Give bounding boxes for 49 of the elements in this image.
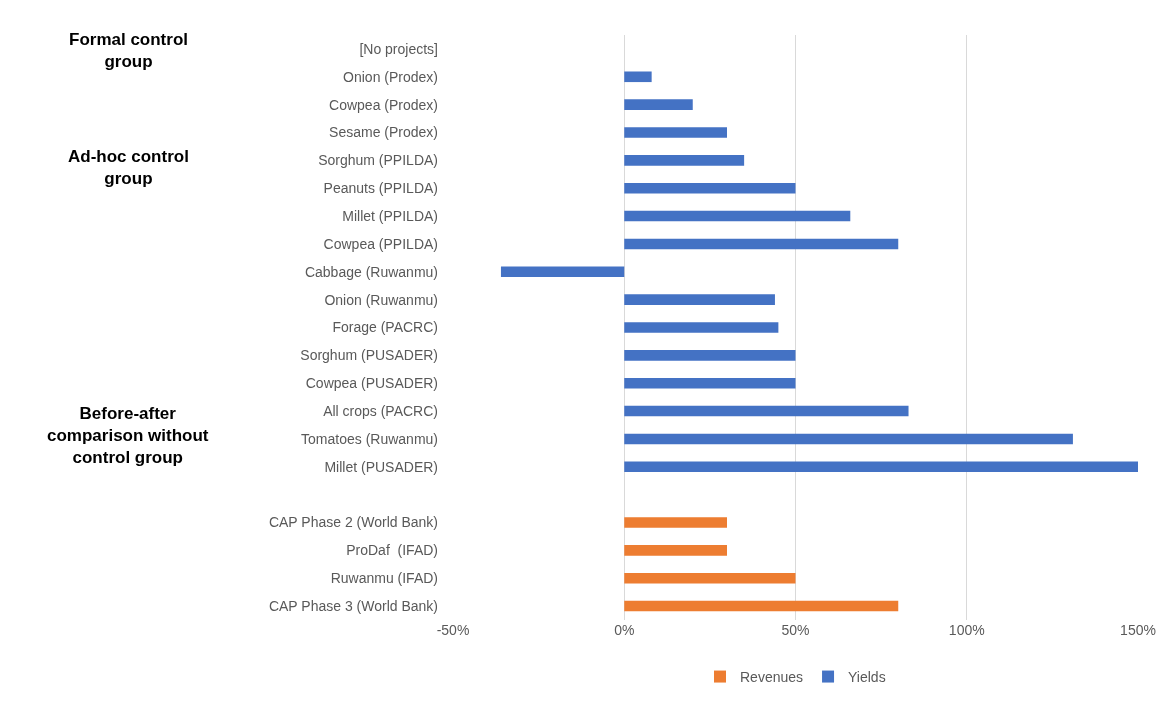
- bar: [624, 127, 727, 138]
- y-tick-label: CAP Phase 3 (World Bank): [268, 597, 438, 614]
- bar: [624, 461, 1138, 473]
- y-tick-label: [No projects]: [359, 40, 438, 57]
- text: Before-after comparison without control group: [47, 404, 209, 468]
- bar: [624, 545, 727, 556]
- y-tick-label: Millet (PUSADER): [324, 458, 438, 475]
- text: Ad-hoc control group: [68, 147, 189, 189]
- x-tick-label: 100%: [948, 622, 985, 638]
- x-tick-label: 0%: [614, 622, 635, 638]
- bar: [624, 350, 796, 361]
- y-tick-label: Sorghum (PUSADER): [300, 347, 438, 364]
- x-tick-label: 150%: [1120, 622, 1156, 638]
- bar: [500, 266, 625, 278]
- y-tick-label: Onion (Prodex): [343, 68, 438, 85]
- y-tick-label: Cowpea (Prodex): [329, 96, 438, 113]
- bar: [624, 600, 899, 612]
- bar: [624, 322, 779, 333]
- y-tick-label: Onion (Ruwanmu): [324, 291, 438, 308]
- y-tick-label: All crops (PACRC): [323, 402, 438, 419]
- text: Formal control group: [69, 30, 189, 72]
- bar: [624, 182, 796, 194]
- bar: [624, 294, 775, 305]
- x-tick-label: 50%: [781, 622, 810, 638]
- bar: [624, 238, 899, 250]
- y-tick-label: Tomatoes (Ruwanmu): [301, 430, 438, 447]
- y-tick-label: CAP Phase 2 (World Bank): [268, 514, 438, 531]
- y-tick-label: Peanuts (PPILDA): [323, 180, 438, 197]
- bar: [624, 433, 1073, 445]
- y-tick-label: Cowpea (PPILDA): [323, 235, 438, 252]
- bar: [624, 517, 727, 528]
- bar: [624, 210, 851, 222]
- bar: [624, 155, 745, 166]
- y-tick-label: Millet (PPILDA): [342, 207, 438, 224]
- bar: [624, 572, 796, 584]
- bar: [624, 71, 652, 83]
- x-tick-label: -50%: [436, 622, 470, 638]
- y-tick-label: ProDaf (IFAD): [346, 542, 438, 559]
- y-tick-label: Ruwanmu (IFAD): [330, 570, 438, 587]
- y-tick-label: Cabbage (Ruwanmu): [304, 263, 438, 280]
- y-tick-label: Cowpea (PUSADER): [305, 375, 438, 392]
- bar: [624, 405, 909, 417]
- legend-label: Yields: [848, 669, 886, 686]
- y-tick-label: Sesame (Prodex): [329, 124, 438, 141]
- legend-label: Revenues: [740, 669, 804, 686]
- y-tick-label: Forage (PACRC): [332, 319, 438, 336]
- y-tick-label: Sorghum (PPILDA): [318, 152, 438, 169]
- bar: [624, 99, 693, 110]
- bar: [624, 377, 796, 389]
